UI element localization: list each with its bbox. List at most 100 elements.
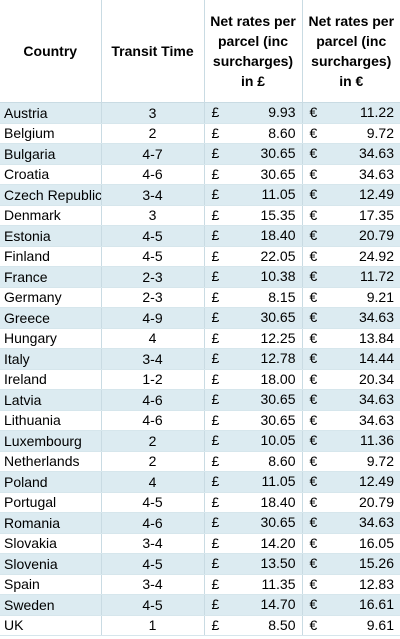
transit-time-cell: 4-6 bbox=[101, 164, 205, 185]
rate-gbp-cell: £8.15 bbox=[204, 287, 303, 308]
rate-eur-value: 34.63 bbox=[358, 391, 394, 407]
rate-gbp-value: 8.50 bbox=[268, 616, 296, 633]
rate-gbp-value: 13.50 bbox=[260, 555, 296, 571]
rate-gbp-cell: £10.38 bbox=[204, 266, 303, 288]
pound-symbol: £ bbox=[211, 391, 220, 407]
euro-symbol: € bbox=[309, 206, 318, 223]
euro-symbol: € bbox=[309, 227, 318, 243]
pound-symbol: £ bbox=[211, 165, 220, 182]
country-cell: Belgium bbox=[0, 123, 102, 144]
table-row: Romania 4-6 £30.65 €34.63 bbox=[0, 512, 400, 534]
country-cell: Romania bbox=[0, 512, 102, 534]
rate-eur-cell: €13.84 bbox=[302, 328, 400, 349]
rate-eur-value: 34.63 bbox=[358, 165, 394, 182]
rate-gbp-cell: £14.20 bbox=[204, 533, 303, 554]
country-cell: France bbox=[0, 266, 102, 288]
country-cell: Ireland bbox=[0, 369, 102, 390]
euro-symbol: € bbox=[309, 288, 318, 305]
country-cell: Finland bbox=[0, 246, 102, 267]
transit-time-cell: 2-3 bbox=[101, 266, 205, 288]
euro-symbol: € bbox=[309, 329, 318, 346]
euro-symbol: € bbox=[309, 432, 318, 448]
country-cell: Greece bbox=[0, 307, 102, 329]
country-cell: Netherlands bbox=[0, 451, 102, 472]
rate-eur-cell: €9.72 bbox=[302, 451, 400, 472]
rate-gbp-value: 30.65 bbox=[260, 145, 296, 161]
rate-gbp-cell: £14.70 bbox=[204, 594, 303, 616]
pound-symbol: £ bbox=[211, 452, 220, 469]
rate-eur-value: 9.72 bbox=[366, 452, 394, 469]
transit-time-cell: 3 bbox=[101, 102, 205, 124]
rate-gbp-value: 15.35 bbox=[260, 206, 296, 223]
transit-time-cell: 4-5 bbox=[101, 553, 205, 575]
rate-gbp-cell: £8.60 bbox=[204, 451, 303, 472]
euro-symbol: € bbox=[309, 391, 318, 407]
transit-time-cell: 4-5 bbox=[101, 225, 205, 247]
rate-eur-value: 16.05 bbox=[358, 534, 394, 551]
country-cell: Hungary bbox=[0, 328, 102, 349]
header-transit-time: Transit Time bbox=[101, 0, 205, 103]
transit-time-cell: 3 bbox=[101, 205, 205, 226]
rate-eur-cell: €20.79 bbox=[302, 492, 400, 513]
rate-eur-value: 34.63 bbox=[358, 145, 394, 161]
rate-gbp-cell: £11.05 bbox=[204, 184, 303, 206]
rate-gbp-cell: £15.35 bbox=[204, 205, 303, 226]
rate-gbp-value: 8.60 bbox=[268, 452, 296, 469]
pound-symbol: £ bbox=[211, 555, 220, 571]
euro-symbol: € bbox=[309, 534, 318, 551]
rate-gbp-value: 18.40 bbox=[260, 493, 296, 510]
rate-eur-value: 34.63 bbox=[358, 309, 394, 325]
table-row: Poland 4 £11.05 €12.49 bbox=[0, 471, 400, 493]
rate-gbp-value: 18.40 bbox=[260, 227, 296, 243]
rate-gbp-cell: £13.50 bbox=[204, 553, 303, 575]
rate-eur-value: 13.84 bbox=[358, 329, 394, 346]
pound-symbol: £ bbox=[211, 329, 220, 346]
pound-symbol: £ bbox=[211, 370, 220, 387]
country-cell: Luxembourg bbox=[0, 430, 102, 452]
country-cell: Portugal bbox=[0, 492, 102, 513]
rate-gbp-cell: £11.05 bbox=[204, 471, 303, 493]
header-rate-gbp: Net rates per parcel (inc surcharges) in… bbox=[204, 0, 303, 103]
table-row: Netherlands 2 £8.60 €9.72 bbox=[0, 451, 400, 472]
country-cell: Estonia bbox=[0, 225, 102, 247]
header-rate-eur: Net rates per parcel (inc surcharges) in… bbox=[302, 0, 400, 103]
pound-symbol: £ bbox=[211, 124, 220, 141]
pound-symbol: £ bbox=[211, 268, 220, 284]
rate-eur-cell: €11.22 bbox=[302, 102, 400, 124]
country-cell: Czech Republic bbox=[0, 184, 102, 206]
country-cell: Germany bbox=[0, 287, 102, 308]
pound-symbol: £ bbox=[211, 534, 220, 551]
euro-symbol: € bbox=[309, 555, 318, 571]
table-row: Slovenia 4-5 £13.50 €15.26 bbox=[0, 553, 400, 575]
pound-symbol: £ bbox=[211, 596, 220, 612]
pound-symbol: £ bbox=[211, 104, 220, 120]
rate-eur-cell: €34.63 bbox=[302, 143, 400, 165]
rate-eur-cell: €11.36 bbox=[302, 430, 400, 452]
rate-eur-cell: €16.61 bbox=[302, 594, 400, 616]
pound-symbol: £ bbox=[211, 227, 220, 243]
table-row: Lithuania 4-6 £30.65 €34.63 bbox=[0, 410, 400, 431]
pound-symbol: £ bbox=[211, 411, 220, 428]
pound-symbol: £ bbox=[211, 473, 220, 489]
rate-gbp-value: 9.93 bbox=[268, 104, 296, 120]
euro-symbol: € bbox=[309, 596, 318, 612]
rate-gbp-value: 18.00 bbox=[260, 370, 296, 387]
rate-gbp-cell: £30.65 bbox=[204, 410, 303, 431]
rate-gbp-value: 8.15 bbox=[268, 288, 296, 305]
euro-symbol: € bbox=[309, 452, 318, 469]
rate-gbp-value: 30.65 bbox=[260, 391, 296, 407]
euro-symbol: € bbox=[309, 370, 318, 387]
rate-eur-cell: €34.63 bbox=[302, 164, 400, 185]
rate-gbp-value: 11.05 bbox=[261, 473, 296, 489]
rate-eur-value: 12.49 bbox=[358, 186, 394, 202]
euro-symbol: € bbox=[309, 104, 318, 120]
table-row: Croatia 4-6 £30.65 €34.63 bbox=[0, 164, 400, 185]
rate-gbp-cell: £30.65 bbox=[204, 389, 303, 411]
euro-symbol: € bbox=[309, 411, 318, 428]
rate-eur-value: 24.92 bbox=[358, 247, 394, 264]
pound-symbol: £ bbox=[211, 288, 220, 305]
rate-eur-value: 34.63 bbox=[358, 514, 394, 530]
country-cell: Slovakia bbox=[0, 533, 102, 554]
rate-eur-cell: €20.34 bbox=[302, 369, 400, 390]
